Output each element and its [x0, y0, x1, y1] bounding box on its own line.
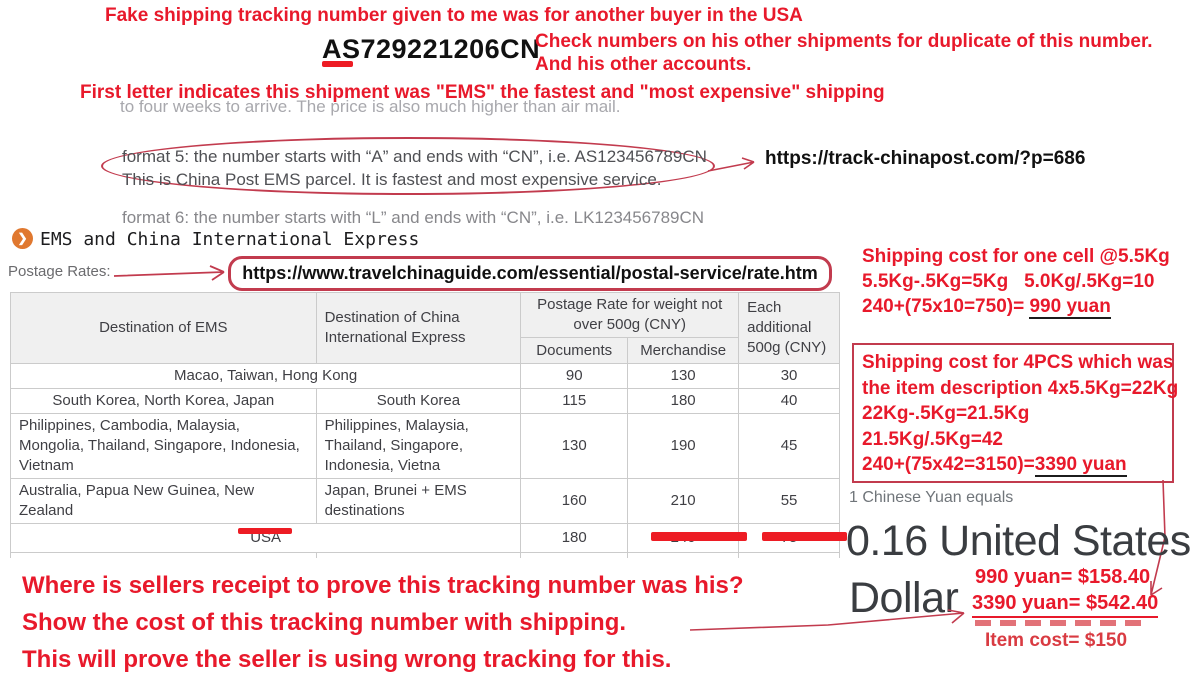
usa-underline-marker: [238, 528, 292, 534]
cost-one-line2: 5.5Kg-.5Kg=5Kg 5.0Kg/.5Kg=10: [862, 271, 1155, 292]
bottom-note-1: Where is sellers receipt to prove this t…: [22, 572, 744, 599]
cost-four-line1: Shipping cost for 4PCS which was: [862, 352, 1174, 373]
header-merchandise: Merchandise: [627, 337, 740, 364]
cost-four-line3: 22Kg-.5Kg=21.5Kg: [862, 403, 1030, 424]
cell-additional: 55: [738, 478, 840, 524]
table-row: South Korea, North Korea, Japan South Ko…: [10, 388, 840, 414]
cell-documents: 90: [520, 363, 629, 389]
cost-four-line4: 21.5Kg/.5Kg=42: [862, 428, 1003, 450]
rates-url: https://www.travelchinaguide.com/essenti…: [242, 263, 818, 283]
cell-documents: 115: [520, 388, 629, 414]
arrow-to-rates-url: [113, 265, 225, 281]
currency-rate-line2: Dollar: [849, 574, 959, 622]
table-row: Australia, Papua New Guinea, New Zealand…: [10, 478, 840, 524]
cell-merchandise: 210: [627, 478, 740, 524]
cell-cie: South Korea: [315, 388, 522, 414]
cell-additional: [738, 552, 840, 558]
format5-line2: This is China Post EMS parcel. It is fas…: [122, 170, 662, 189]
currency-rate-line1: 0.16 United States: [846, 517, 1191, 565]
cost-four-box-annotation: [852, 343, 1174, 483]
cell-destination: Macao, Taiwan, Hong Kong: [10, 363, 522, 389]
arrow-box-to-conversion: [1150, 479, 1166, 596]
cost-four-line2: the item description 4x5.5Kg=22Kg: [862, 377, 1179, 399]
cost-one-line3: 240+(75x10=750)= 990 yuan: [862, 295, 1111, 319]
cell-documents: 180: [520, 523, 629, 553]
postage-rates-label: Postage Rates:: [8, 263, 111, 280]
annotation-other-accounts: And his other accounts.: [535, 54, 752, 75]
cell-additional: 40: [738, 388, 840, 414]
cell-merchandise: 190: [627, 413, 740, 479]
arrow-to-track-url: [707, 157, 755, 172]
format6-line: format 6: the number starts with “L” and…: [122, 208, 705, 227]
bottom-note-3: This will prove the seller is using wron…: [22, 646, 672, 673]
cell-documents: 160: [520, 478, 629, 524]
cell-ems: South Korea, North Korea, Japan: [10, 388, 317, 414]
cost-one-line1: Shipping cost for one cell @5.5Kg: [862, 246, 1170, 267]
format5-circle-annotation: [101, 137, 715, 195]
cell-cie: [315, 552, 522, 558]
conversion-990: 990 yuan= $158.40: [975, 566, 1151, 588]
cell-documents: 130: [520, 413, 629, 479]
additional-75-underline-marker: [762, 532, 847, 541]
arrow-note-to-conversion: [689, 609, 965, 631]
guide-faded-line: to four weeks to arrive. The price is al…: [120, 97, 621, 116]
annotation-first-letter: First letter indicates this shipment was…: [80, 82, 885, 103]
cell-additional: 45: [738, 413, 840, 479]
conversion-3390: 3390 yuan= $542.40: [972, 591, 1159, 618]
cell-merchandise: 180: [627, 388, 740, 414]
cell-merchandise: [627, 552, 740, 558]
cell-cie: Japan, Brunei + EMS destinations: [315, 478, 522, 524]
header-destination-ems: Destination of EMS: [10, 292, 317, 364]
annotation-title: Fake shipping tracking number given to m…: [105, 5, 803, 26]
cell-ems: Australia, Papua New Guinea, New Zealand: [10, 478, 317, 524]
cost-four-line5-prefix: 240+(75x42=3150)=: [862, 454, 1035, 475]
rates-url-box-annotation: https://www.travelchinaguide.com/essenti…: [228, 256, 832, 291]
header-additional: Each additional 500g (CNY): [738, 292, 840, 364]
cost-one-total: 990 yuan: [1029, 296, 1111, 319]
header-postage-group: Postage Rate for weight not over 500g (C…: [520, 292, 740, 338]
cell-additional: 30: [738, 363, 840, 389]
table-row: Ireland, Austria, Belgium, Denmark: [10, 552, 840, 558]
header-destination-cie: Destination of China International Expre…: [315, 292, 522, 364]
scribbled-out-line: [975, 620, 1143, 626]
tracking-number: AS729221206CN: [322, 34, 541, 64]
currency-equals-label: 1 Chinese Yuan equals: [849, 489, 1014, 506]
tracking-first-letter-underline: [322, 61, 353, 67]
cell-ems: Philippines, Cambodia, Malaysia, Mongoli…: [10, 413, 317, 479]
table-row: Philippines, Cambodia, Malaysia, Mongoli…: [10, 413, 840, 479]
merchandise-240-underline-marker: [651, 532, 747, 541]
format5-line1: format 5: the number starts with “A” and…: [122, 147, 707, 166]
postage-rates-table: Destination of EMS Destination of China …: [10, 292, 840, 558]
cell-cie: Philippines, Malaysia, Thailand, Singapo…: [315, 413, 522, 479]
cell-ems: Ireland, Austria, Belgium, Denmark: [10, 552, 317, 558]
cell-merchandise: 130: [627, 363, 740, 389]
header-documents: Documents: [520, 337, 629, 364]
annotation-check-numbers: Check numbers on his other shipments for…: [535, 31, 1153, 52]
table-row: Macao, Taiwan, Hong Kong 90 130 30: [10, 363, 840, 389]
track-chinapost-url: https://track-chinapost.com/?p=686: [765, 148, 1086, 169]
postage-rates-table-wrap: Destination of EMS Destination of China …: [10, 292, 848, 558]
cell-documents: [520, 552, 629, 558]
cost-four-lines: Shipping cost for 4PCS which was the ite…: [862, 350, 1178, 478]
cost-one-line3-prefix: 240+(75x10=750)=: [862, 296, 1030, 317]
cost-four-line5: 240+(75x42=3150)=3390 yuan: [862, 452, 1178, 478]
item-cost-note: Item cost= $150: [985, 630, 1128, 651]
bottom-note-2: Show the cost of this tracking number wi…: [22, 609, 627, 636]
cost-four-total: 3390 yuan: [1034, 454, 1127, 477]
chevron-bullet-icon: ❯: [12, 228, 33, 249]
section-heading: EMS and China International Express: [40, 229, 420, 250]
